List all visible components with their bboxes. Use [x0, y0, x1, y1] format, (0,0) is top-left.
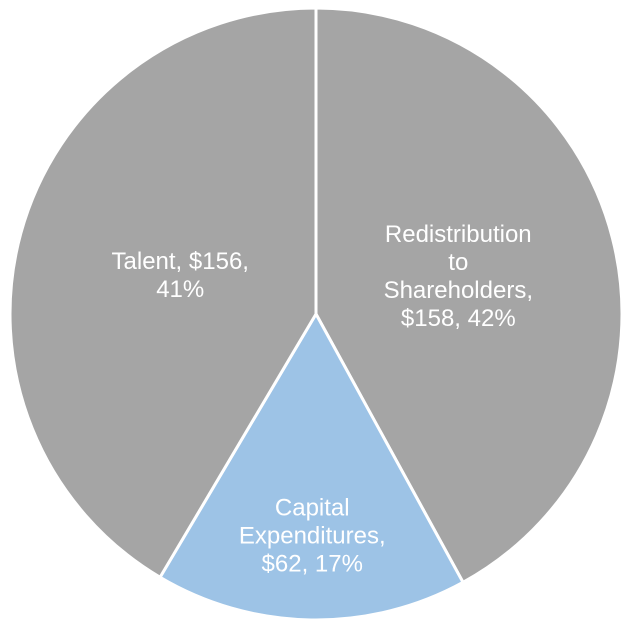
pie-slice — [314, 6, 621, 584]
data-label-line: Redistribution — [385, 221, 532, 248]
data-label-line: to — [448, 249, 468, 276]
data-label-line: $158, 42% — [401, 305, 516, 332]
data-label-line: Expenditures, — [239, 523, 386, 550]
data-label-line: $62, 17% — [262, 551, 363, 578]
data-label-line: 41% — [156, 276, 204, 303]
data-label-line: Talent, $156, — [112, 248, 249, 275]
pie-slice — [8, 6, 318, 579]
data-label: Talent, $156,41% — [112, 248, 249, 303]
data-label-line: Capital — [275, 495, 350, 522]
data-label-line: Shareholders, — [384, 277, 533, 304]
